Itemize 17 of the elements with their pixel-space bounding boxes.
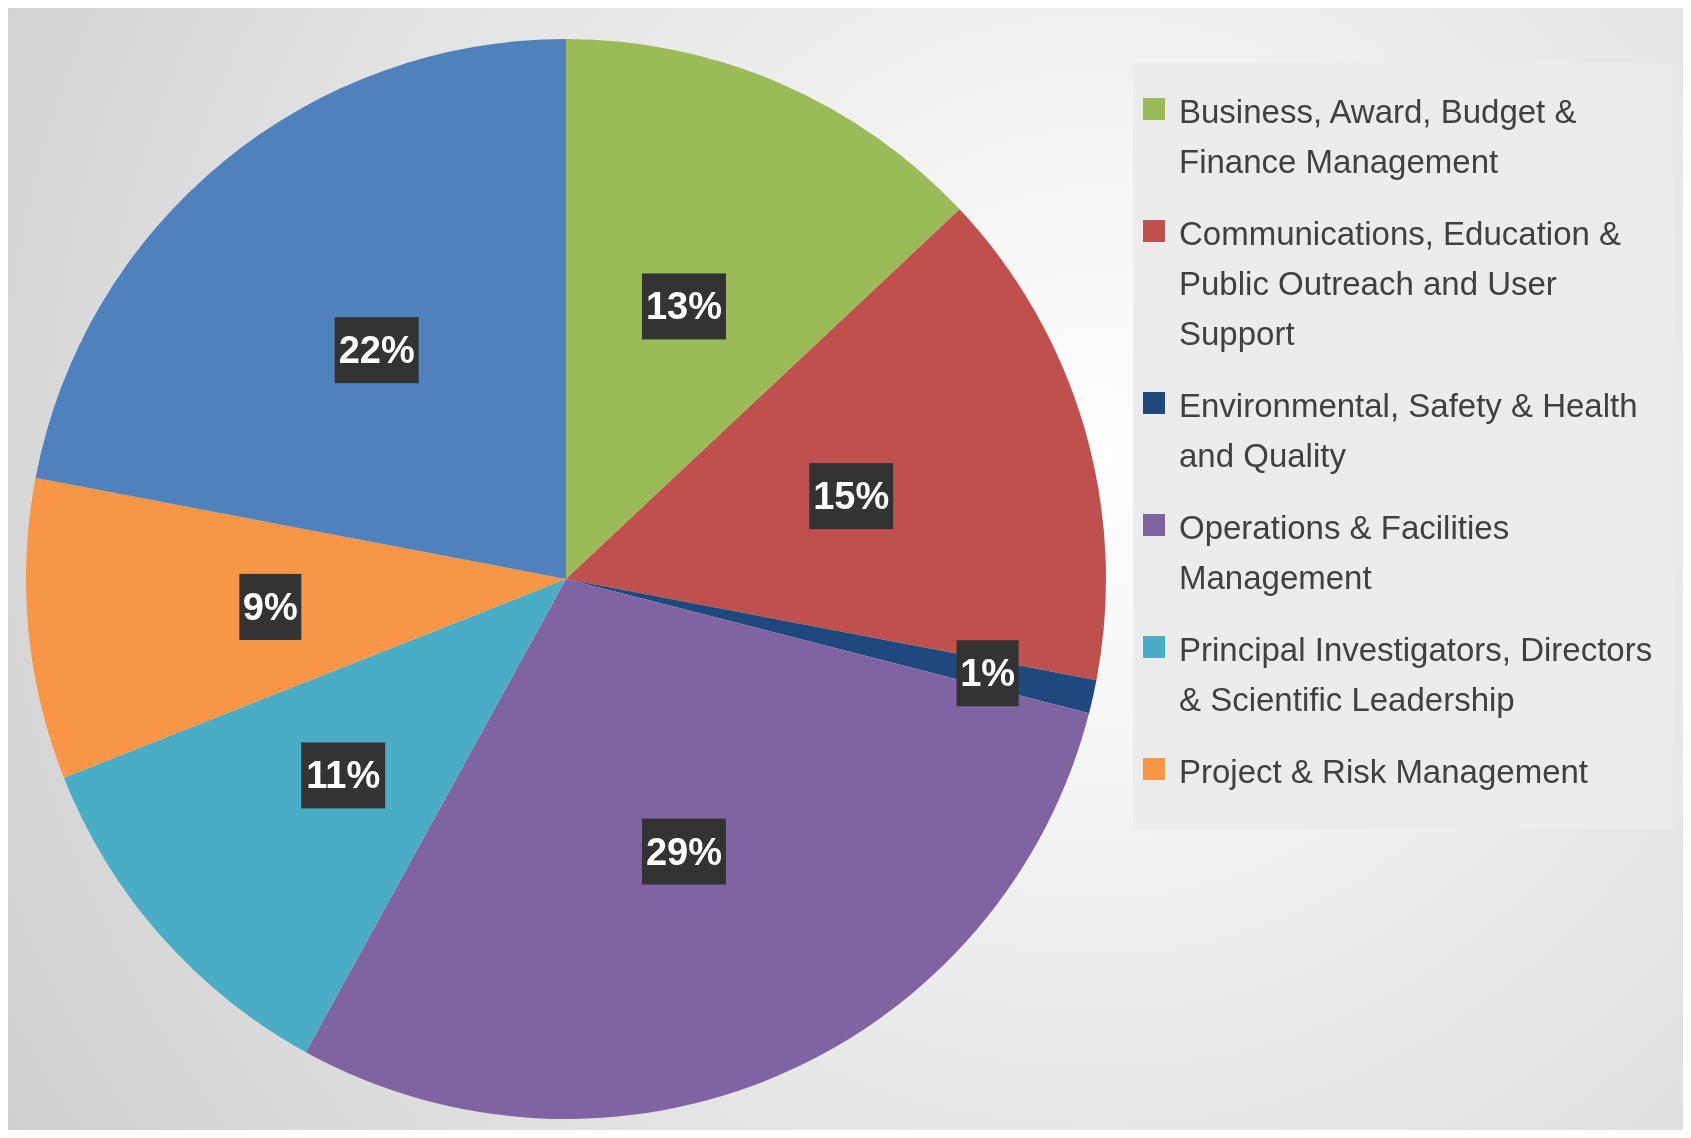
data-label: 1% [960,652,1016,695]
legend-label: Communications, Education & Public Outreach and User Support [1179,214,1623,354]
pie-slice [35,39,566,579]
pie-slice [63,579,566,1053]
data-label: 9% [242,585,298,628]
pie-slice [305,579,1090,1119]
legend-label: Environmental, Safety & Health and Quality [1179,386,1639,476]
data-label: 11% [306,754,381,797]
data-label: 15% [813,475,890,518]
data-label: 13% [645,285,722,328]
legend-label: Operations & Facilities Management [1179,508,1511,598]
pie-slice [566,39,960,579]
legend-label: Principal Investigators, Directors & Scientific Leadership [1179,630,1654,720]
data-label: 22% [338,329,415,372]
legend-label: Business, Award, Budget & Finance Management [1179,92,1578,182]
data-label: 29% [645,830,722,873]
legend-label: Project & Risk Management [1179,752,1589,792]
